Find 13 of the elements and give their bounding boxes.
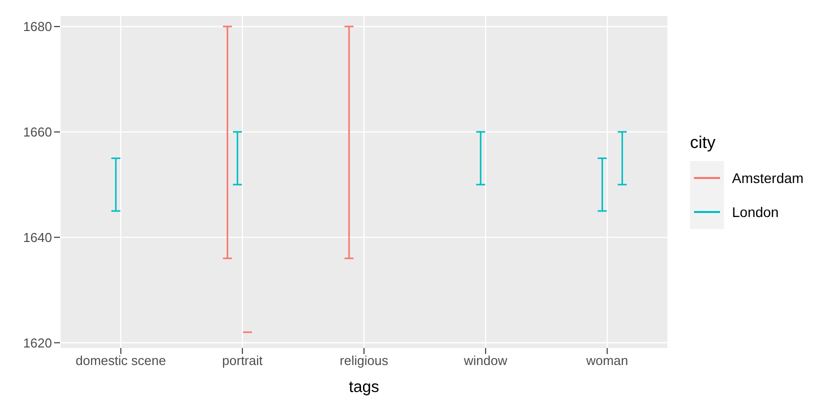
legend-label: Amsterdam [732,170,804,186]
x-tick-label: window [462,353,508,368]
x-tick-label: portrait [222,353,264,368]
x-tick-label: domestic scene [76,353,166,368]
x-tick-label: woman [585,353,628,368]
y-tick-label: 1660 [23,124,52,140]
y-tick-label: 1620 [23,335,52,350]
y-tick-label: 1640 [23,230,52,245]
y-tick-label: 1680 [23,19,52,34]
legend-label: London [732,204,779,220]
legend-title: city [690,133,716,153]
x-tick-label: religious [340,353,389,368]
x-axis-title: tags [348,379,380,396]
